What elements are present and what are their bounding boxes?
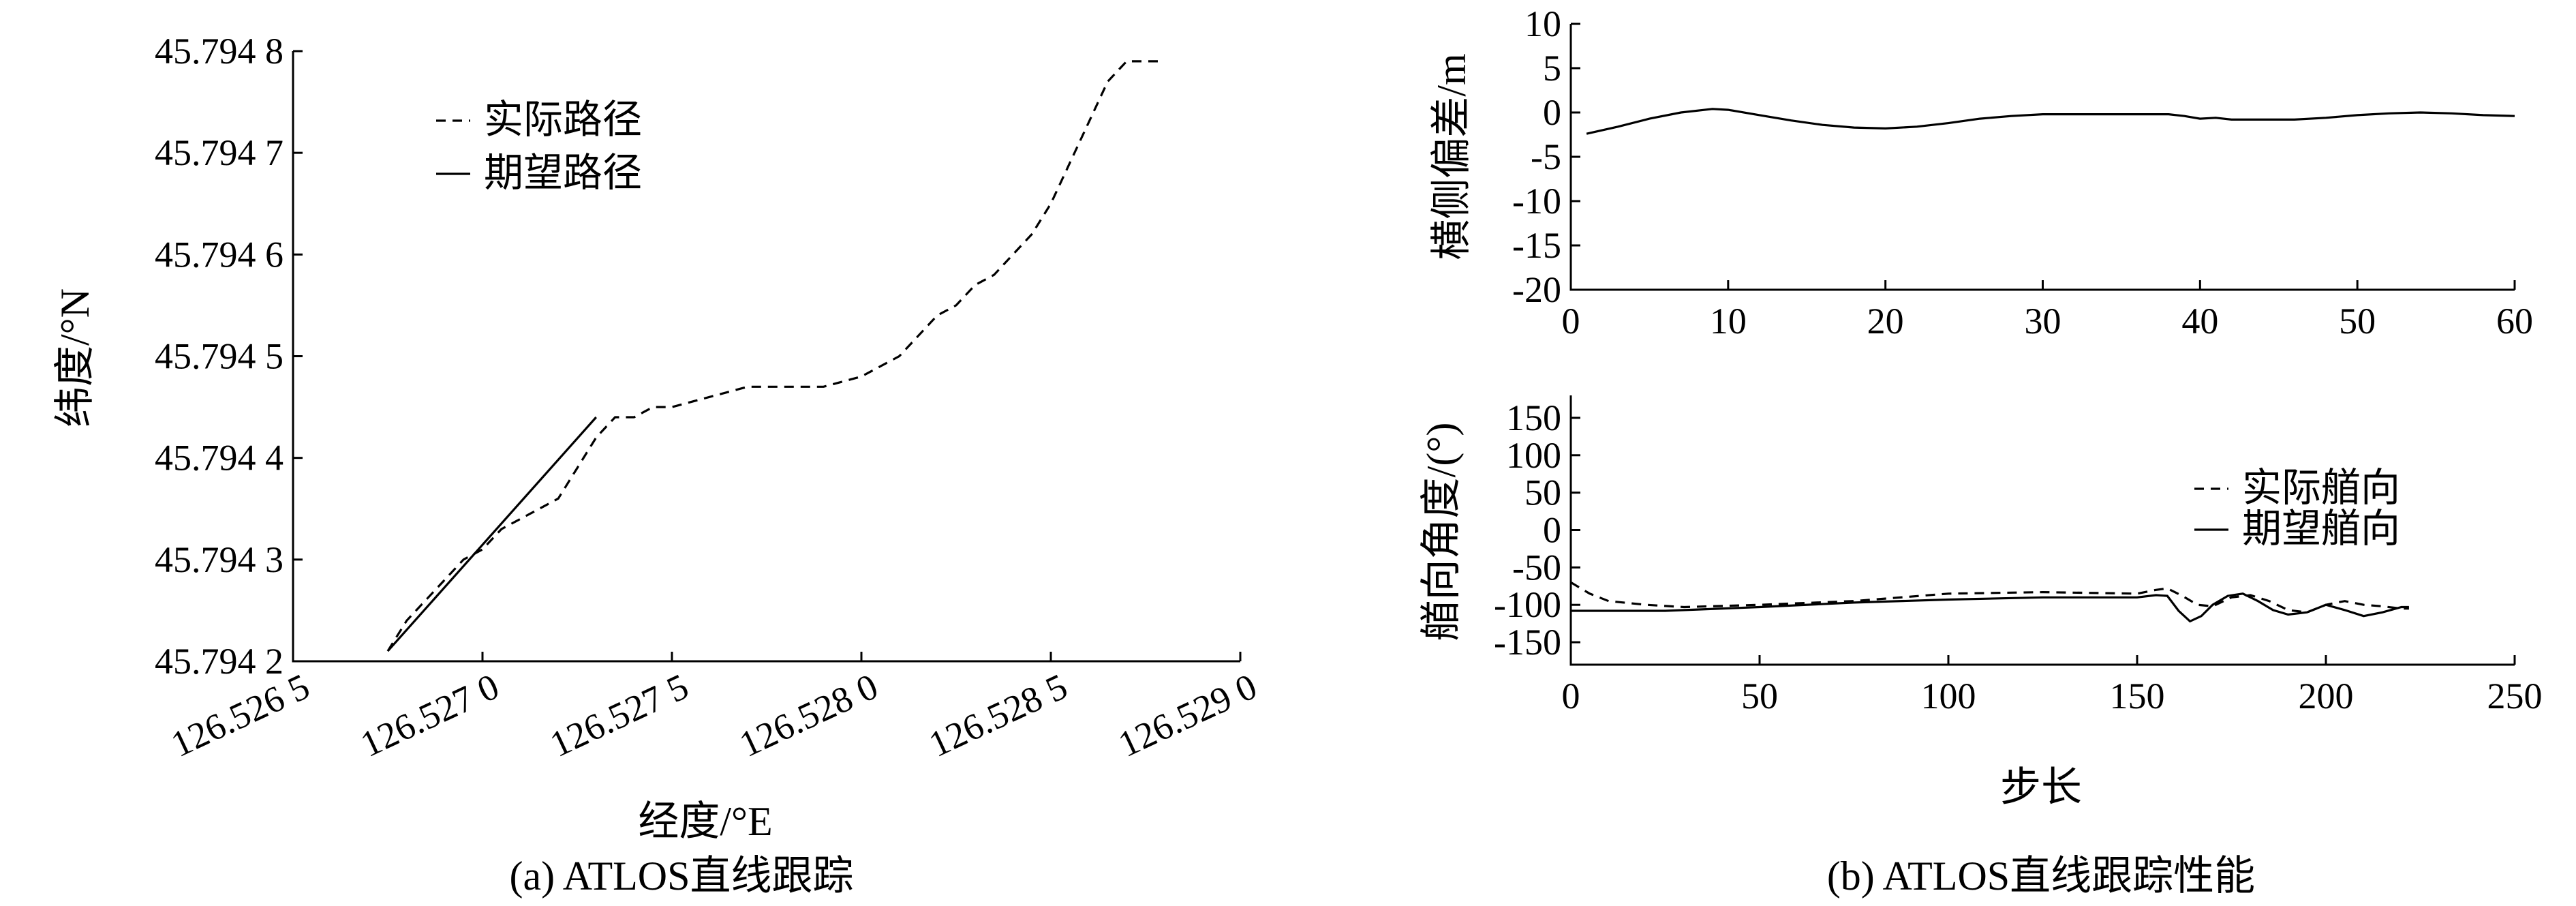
x-tick-label: 126.527 0	[354, 665, 505, 765]
x-tick-label: 30	[2025, 301, 2061, 342]
y-tick-label: -150	[1494, 622, 1561, 663]
y-tick-label: 10	[1524, 3, 1561, 44]
x-tick-label: 50	[2339, 301, 2376, 342]
series-line-2	[1571, 592, 2409, 623]
y-tick-label: -10	[1512, 181, 1561, 222]
y-tick-label: 45.794 5	[155, 336, 283, 377]
y-tick-label: 45.794 7	[155, 132, 283, 173]
y-tick-label: -20	[1512, 269, 1561, 310]
legend-label: 实际艏向	[2242, 466, 2400, 510]
x-tick-label: 200	[2299, 676, 2354, 716]
chart-a-trajectory: 126.526 5 126.527 0 126.527 5 126.528 0 126.…	[52, 31, 1263, 844]
y-tick-label: -50	[1512, 547, 1561, 588]
y-tick-label: 50	[1524, 472, 1561, 513]
y-axis-label: 横侧偏差/m	[1429, 53, 1474, 260]
x-tick-label: 10	[1710, 301, 1747, 342]
y-tick-label: 100	[1506, 435, 1561, 476]
y-tick-label: -15	[1512, 225, 1561, 266]
y-axis-label: 纬度/°N	[52, 288, 97, 427]
x-tick-label: 150	[2110, 676, 2165, 716]
axes-frame	[1569, 24, 2515, 291]
x-tick-label: 60	[2496, 301, 2533, 342]
caption-b: (b) ATLOS直线跟踪性能	[1827, 854, 2255, 899]
x-tick-label: 100	[1921, 676, 1976, 716]
legend-label: 实际路径	[484, 97, 642, 142]
y-axis-label: 艏向角度/(°)	[1419, 423, 1464, 641]
y-tick-label: 45.794 6	[155, 234, 283, 275]
chart-b-heading-angle: 0 50 100 150 200 250-150-100-50050100150步长艏向角…	[1419, 395, 2543, 810]
x-tick-label: 126.528 5	[923, 665, 1073, 765]
y-tick-label: -100	[1494, 584, 1561, 625]
x-tick-label: 126.529 0	[1112, 665, 1263, 765]
x-tick-label: 250	[2487, 676, 2543, 716]
series-line-1	[386, 60, 1165, 652]
series-line-1	[1570, 581, 2409, 614]
y-tick-label: 5	[1543, 48, 1561, 89]
series-line-1	[1586, 108, 2515, 135]
x-tick-label: 126.528 0	[733, 665, 884, 765]
legend-label: 期望路径	[484, 151, 642, 195]
y-tick-label: 45.794 4	[155, 438, 283, 479]
x-tick-label: 40	[2181, 301, 2218, 342]
x-tick-label: 50	[1741, 676, 1778, 716]
y-tick-label: 45.794 3	[155, 539, 283, 580]
series-line-2	[386, 416, 597, 652]
x-axis-label: 经度/°E	[638, 799, 772, 844]
axes-frame	[292, 51, 1240, 663]
x-tick-label: 0	[1562, 301, 1580, 342]
y-tick-label: 45.794 2	[155, 641, 283, 682]
x-tick-label: 0	[1562, 676, 1580, 716]
y-tick-label: 0	[1543, 510, 1561, 551]
legend-label: 期望艏向	[2242, 507, 2400, 551]
y-tick-label: 150	[1506, 397, 1561, 438]
y-tick-label: 45.794 8	[155, 31, 283, 72]
y-tick-label: 0	[1543, 92, 1561, 133]
x-tick-label: 126.527 5	[544, 665, 694, 765]
caption-a: (a) ATLOS直线跟踪	[510, 854, 854, 899]
x-axis-label: 步长	[2000, 765, 2082, 810]
y-tick-label: -5	[1531, 136, 1561, 177]
x-tick-label: 20	[1867, 301, 1904, 342]
